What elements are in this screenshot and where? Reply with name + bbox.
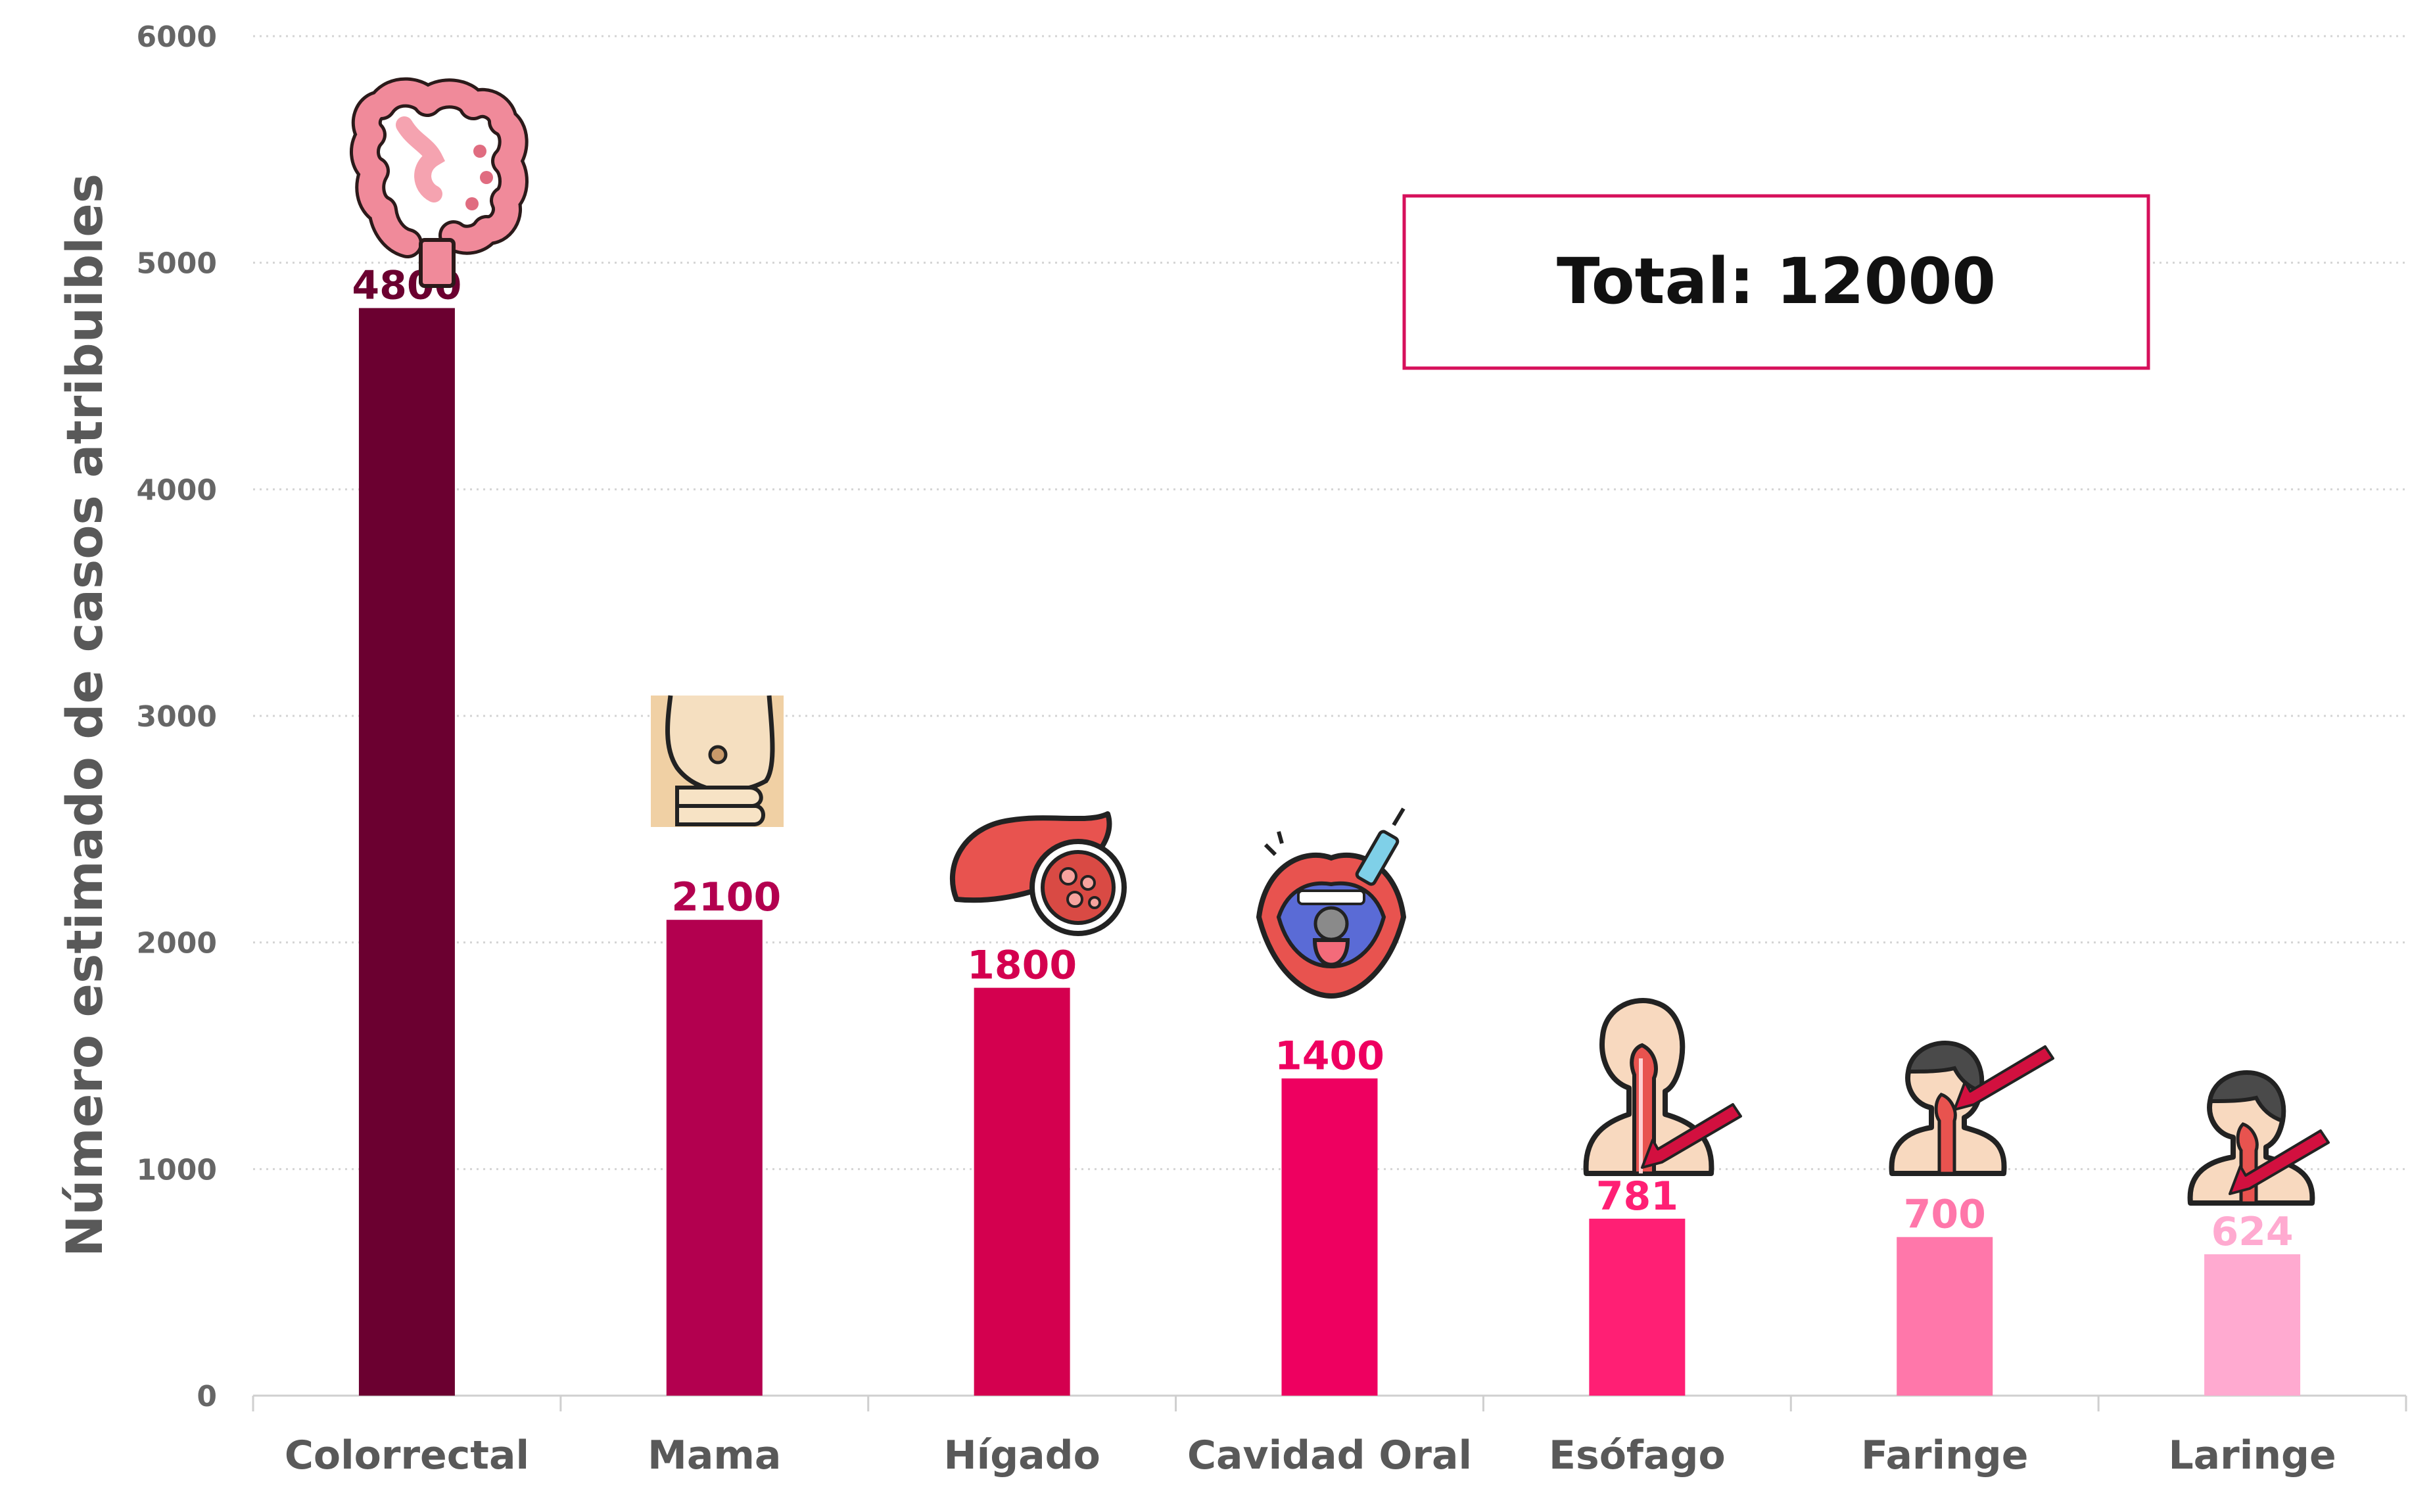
value-label: 2100 — [671, 874, 781, 920]
bars — [358, 308, 2301, 1396]
value-label: 781 — [1596, 1173, 1678, 1219]
value-label: 1400 — [1275, 1033, 1384, 1079]
bar-cavidad-oral — [1281, 1078, 1378, 1396]
x-category-label: Mama — [648, 1432, 781, 1478]
bar-colorrectal — [358, 308, 455, 1396]
total-text: Total: 12000 — [1557, 245, 1996, 318]
value-label: 624 — [2211, 1209, 2293, 1255]
intestine-icon — [350, 77, 529, 288]
liver-icon — [949, 811, 1127, 936]
y-tick-label: 1000 — [137, 1153, 217, 1187]
x-category-label: Esófago — [1549, 1432, 1726, 1478]
value-label: 700 — [1904, 1192, 1986, 1238]
x-category-label: Colorrectal — [285, 1432, 529, 1478]
mouth-icon — [1256, 807, 1407, 999]
breast-exam-icon — [651, 695, 784, 827]
x-axis-categories: Colorrectal Mama Hígado Cavidad Oral Esófago… — [252, 1396, 2407, 1478]
bar-esófago — [1589, 1218, 1686, 1396]
bar-laringe — [2204, 1254, 2301, 1396]
x-category-label: Cavidad Oral — [1187, 1432, 1472, 1478]
y-axis-title: Número estimado de casos atribuibles — [55, 174, 114, 1257]
larynx-icon — [2187, 1070, 2330, 1206]
total-box — [1402, 194, 2150, 370]
total-annotation: Total: 12000 — [1402, 194, 2150, 370]
y-tick-label: 5000 — [137, 247, 217, 281]
x-category-label: Laringe — [2168, 1432, 2336, 1478]
bar-hígado — [974, 987, 1070, 1396]
y-tick-label: 2000 — [137, 927, 217, 960]
esophagus-icon — [1583, 998, 1742, 1176]
bar-faringe — [1897, 1237, 1993, 1396]
bar-mama — [666, 920, 763, 1396]
x-category-label: Faringe — [1861, 1432, 2028, 1478]
y-tick-label: 6000 — [137, 20, 217, 54]
y-tick-label: 3000 — [137, 700, 217, 734]
x-category-label: Hígado — [943, 1432, 1100, 1478]
y-axis-ticks: 0 1000 2000 3000 4000 5000 6000 — [137, 20, 217, 1413]
y-tick-label: 4000 — [137, 473, 217, 507]
pharynx-icon — [1889, 1040, 2054, 1176]
y-tick-label: 0 — [197, 1380, 217, 1413]
value-label: 1800 — [967, 943, 1077, 989]
